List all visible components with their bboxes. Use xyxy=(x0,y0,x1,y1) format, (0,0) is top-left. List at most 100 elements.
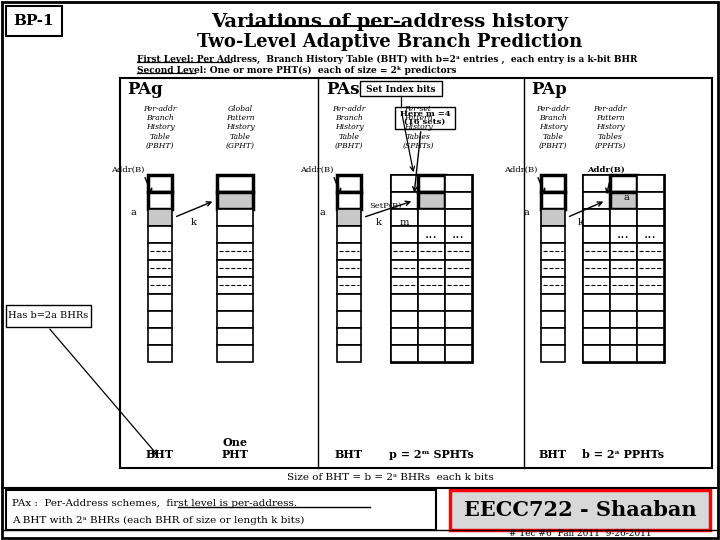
Text: BHT: BHT xyxy=(335,449,363,460)
Bar xyxy=(337,345,361,362)
Text: a: a xyxy=(523,208,529,217)
Text: SetP(B): SetP(B) xyxy=(369,201,401,210)
Bar xyxy=(583,328,610,345)
Bar xyxy=(217,277,253,294)
Text: BHT: BHT xyxy=(539,449,567,460)
Bar xyxy=(217,260,253,277)
Bar xyxy=(337,192,361,209)
Bar xyxy=(583,345,610,362)
Text: Global
Pattern
History
Table
(GPHT): Global Pattern History Table (GPHT) xyxy=(225,105,254,150)
Bar xyxy=(418,345,445,362)
Bar xyxy=(337,226,361,243)
Bar xyxy=(337,311,361,328)
Bar xyxy=(445,192,472,209)
Bar xyxy=(217,226,253,243)
Bar xyxy=(217,328,253,345)
Text: Here m =4
(16 sets): Here m =4 (16 sets) xyxy=(400,110,450,126)
Text: PAp: PAp xyxy=(531,82,567,98)
Bar xyxy=(637,328,664,345)
Text: m: m xyxy=(400,218,409,227)
Bar xyxy=(541,226,565,243)
Bar xyxy=(6,305,91,327)
Text: ...: ... xyxy=(617,227,630,241)
Bar xyxy=(583,311,610,328)
Bar xyxy=(583,175,610,192)
Bar xyxy=(391,260,418,277)
Bar xyxy=(583,260,610,277)
Bar xyxy=(337,328,361,345)
Bar xyxy=(445,311,472,328)
Text: Per-set
Pattern
History
Tables
(SPHTs): Per-set Pattern History Tables (SPHTs) xyxy=(402,105,433,150)
Bar xyxy=(637,192,664,209)
Bar xyxy=(391,175,472,362)
Bar xyxy=(391,226,418,243)
Bar xyxy=(610,209,637,226)
Text: PAg: PAg xyxy=(127,82,163,98)
Bar xyxy=(6,6,62,36)
Bar xyxy=(610,277,637,294)
Bar xyxy=(337,243,361,260)
Bar xyxy=(445,345,472,362)
Bar xyxy=(610,260,637,277)
Text: Per-addr
Pattern
History
Tables
(PPHTs): Per-addr Pattern History Tables (PPHTs) xyxy=(593,105,626,150)
Bar xyxy=(637,226,664,243)
Text: ...: ... xyxy=(644,227,657,241)
Text: k: k xyxy=(578,218,584,227)
Text: Addr(B): Addr(B) xyxy=(503,166,537,174)
Bar xyxy=(391,345,418,362)
Text: PAs: PAs xyxy=(326,82,359,98)
Bar xyxy=(391,294,418,311)
Bar xyxy=(217,311,253,328)
Bar xyxy=(148,277,172,294)
Text: a: a xyxy=(319,208,325,217)
Bar xyxy=(217,294,253,311)
Bar xyxy=(148,328,172,345)
Bar xyxy=(391,328,418,345)
Bar xyxy=(541,260,565,277)
Text: Per-addr
Branch
History
Table
(PBHT): Per-addr Branch History Table (PBHT) xyxy=(333,105,366,150)
Bar xyxy=(337,294,361,311)
Bar xyxy=(637,311,664,328)
Bar xyxy=(541,345,565,362)
Bar xyxy=(418,277,445,294)
Text: Per-addr
Branch
History
Table
(PBHT): Per-addr Branch History Table (PBHT) xyxy=(536,105,570,150)
Bar xyxy=(610,311,637,328)
Bar xyxy=(541,294,565,311)
Bar xyxy=(391,175,418,192)
Text: Size of BHT = b = 2ᵃ BHRs  each k bits: Size of BHT = b = 2ᵃ BHRs each k bits xyxy=(287,474,493,483)
Bar xyxy=(445,277,472,294)
Bar xyxy=(541,277,565,294)
Bar xyxy=(541,175,565,192)
Bar xyxy=(148,260,172,277)
Bar xyxy=(445,175,472,192)
Bar xyxy=(583,209,610,226)
Text: # 1ec #6  Fall 2011  9-26-2011: # 1ec #6 Fall 2011 9-26-2011 xyxy=(509,530,652,538)
Bar xyxy=(217,175,253,192)
Bar xyxy=(148,209,172,226)
Text: Second Level: One or more PHT(s)  each of size = 2ᵏ predictors: Second Level: One or more PHT(s) each of… xyxy=(137,65,456,75)
Bar xyxy=(637,209,664,226)
Bar xyxy=(445,260,472,277)
Bar xyxy=(583,226,610,243)
Bar xyxy=(610,192,637,209)
Bar xyxy=(541,192,565,209)
Bar xyxy=(337,209,361,226)
Bar xyxy=(391,243,418,260)
Bar xyxy=(445,328,472,345)
Bar xyxy=(637,277,664,294)
Text: p = 2ᵐ SPHTs: p = 2ᵐ SPHTs xyxy=(389,449,474,460)
Bar xyxy=(445,226,472,243)
Bar xyxy=(610,226,637,243)
Bar xyxy=(337,260,361,277)
Bar xyxy=(610,294,637,311)
Text: One
PHT: One PHT xyxy=(222,437,248,460)
Bar xyxy=(541,311,565,328)
Bar xyxy=(391,277,418,294)
Bar xyxy=(418,209,445,226)
Text: k: k xyxy=(376,218,382,227)
Bar xyxy=(610,243,637,260)
Bar xyxy=(418,175,445,192)
Bar xyxy=(217,345,253,362)
Bar xyxy=(637,294,664,311)
Text: Addr(B): Addr(B) xyxy=(587,166,625,174)
